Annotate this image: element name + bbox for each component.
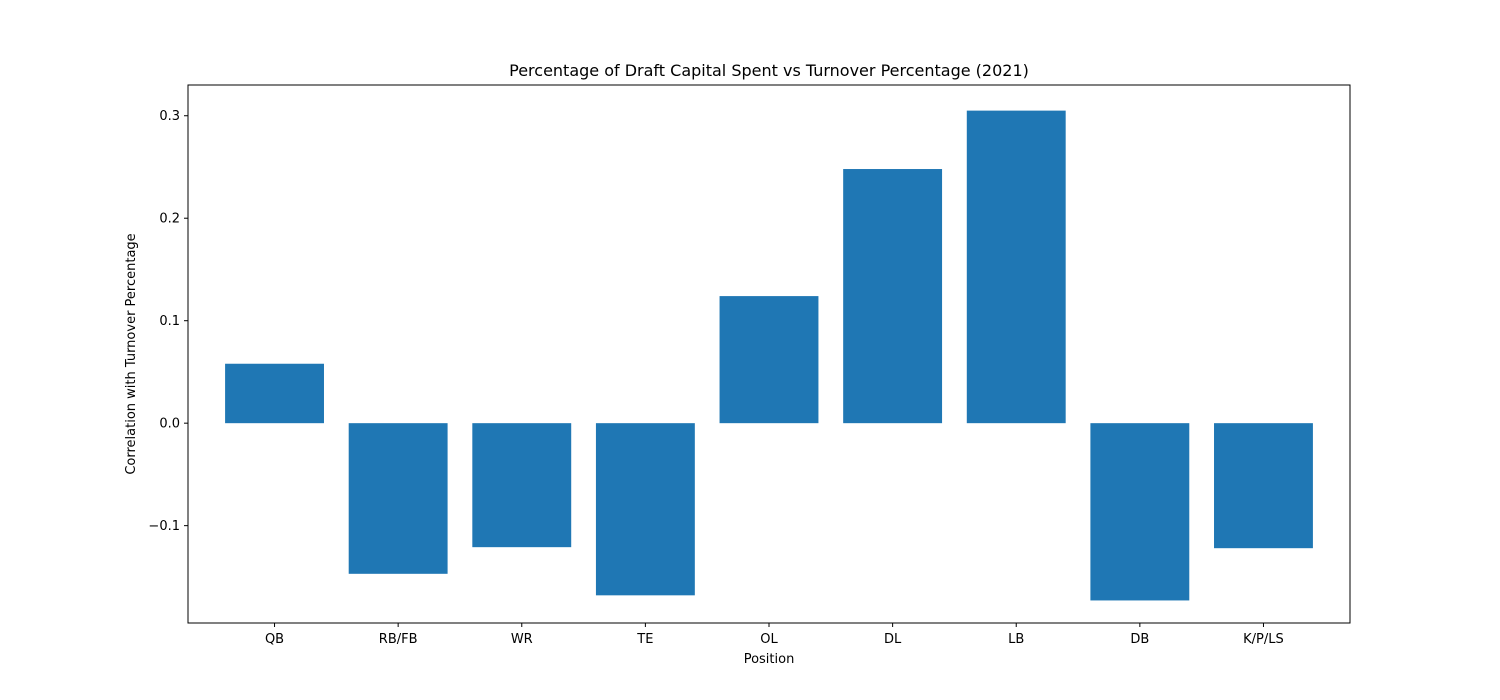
bar-ol [719, 296, 819, 424]
y-axis-label: Correlation with Turnover Percentage [124, 233, 139, 474]
chart-title: Percentage of Draft Capital Spent vs Tur… [509, 61, 1029, 80]
y-axis-ticks: −0.1 0.0 0.1 0.2 0.3 [148, 109, 188, 534]
bar-k-p-ls [1214, 423, 1313, 549]
y-tick-label: 0.3 [159, 109, 180, 124]
y-tick-label: 0.0 [159, 417, 180, 432]
x-tick-label: QB [265, 632, 284, 647]
x-tick-label: LB [1008, 632, 1024, 647]
x-tick-label: DB [1130, 632, 1149, 647]
bar-qb [225, 363, 324, 424]
x-tick-label: TE [636, 632, 653, 647]
bar-lb [966, 110, 1066, 424]
bar-rb-fb [348, 423, 448, 574]
bar-db [1090, 423, 1190, 601]
bar-dl [843, 169, 943, 424]
bar-te [595, 423, 695, 596]
y-tick-label: −0.1 [148, 519, 180, 534]
x-tick-label: WR [511, 632, 533, 647]
x-axis-ticks: QB RB/FB WR TE OL DL LB DB K/P/LS [265, 623, 1284, 647]
x-axis-label: Position [744, 652, 795, 667]
x-tick-label: OL [760, 632, 778, 647]
plot-frame [187, 84, 1351, 624]
bars-layer [225, 110, 1313, 601]
x-tick-label: DL [884, 632, 902, 647]
y-tick-label: 0.1 [159, 314, 180, 329]
x-tick-label: K/P/LS [1243, 632, 1284, 647]
y-tick-label: 0.2 [159, 212, 180, 227]
bar-wr [472, 423, 572, 548]
x-tick-label: RB/FB [379, 632, 418, 647]
